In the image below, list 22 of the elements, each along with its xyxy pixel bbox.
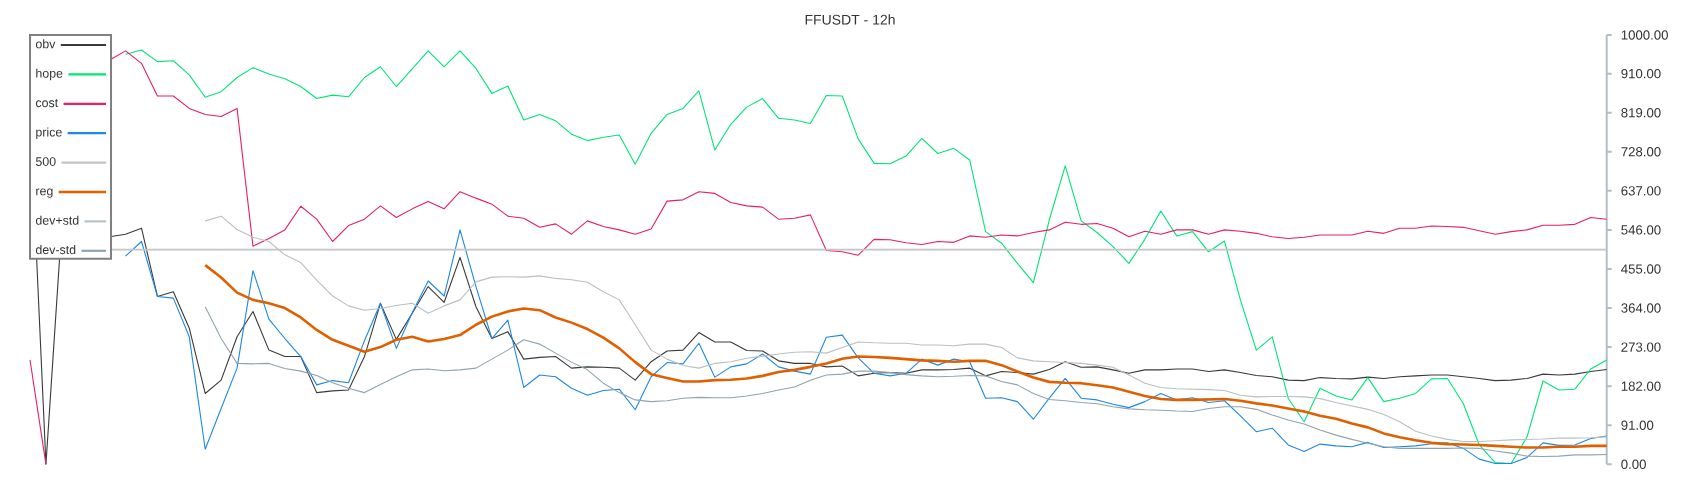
y-tick-label: 91.00 xyxy=(1621,420,1654,430)
legend-label: hope xyxy=(36,68,63,81)
legend-label: dev+std xyxy=(35,215,79,225)
y-tick-label: 728.00 xyxy=(1621,147,1661,157)
legend-label: reg xyxy=(36,188,53,198)
legend-label: cost xyxy=(35,99,59,108)
y-tick-label: 364.00 xyxy=(1621,303,1661,313)
y-tick-label: 546.00 xyxy=(1621,225,1661,235)
legend-label: dev-std xyxy=(35,245,76,255)
chart-title: FFUSDT - 12h xyxy=(805,14,895,25)
legend-label: 500 xyxy=(35,157,56,166)
legend-label: price xyxy=(36,127,62,139)
y-tick-label: 182.00 xyxy=(1621,381,1661,391)
y-tick-label: 273.00 xyxy=(1621,342,1661,352)
y-tick-label: 1000.00 xyxy=(1621,30,1668,40)
legend-label: obv xyxy=(35,39,56,49)
y-tick-label: 910.00 xyxy=(1621,68,1661,79)
y-tick-label: 455.00 xyxy=(1621,264,1661,274)
y-tick-label: 819.00 xyxy=(1621,108,1661,118)
y-tick-label: 637.00 xyxy=(1621,186,1661,196)
line-series xyxy=(125,229,1608,464)
y-tick-label: 0.00 xyxy=(1621,459,1646,469)
